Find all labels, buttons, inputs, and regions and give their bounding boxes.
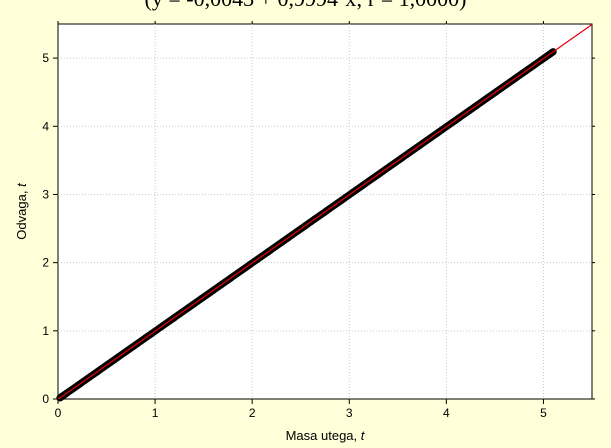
- y-tick-label: 2: [42, 256, 49, 270]
- y-axis-label-text: Odvaga,: [14, 191, 29, 240]
- x-tick-label: 1: [152, 406, 159, 420]
- chart-title: (y = -0,0043 + 0,9994·x; r = 1,0000): [0, 0, 611, 12]
- y-tick-label: 4: [42, 119, 49, 133]
- grid: [58, 24, 592, 399]
- x-axis-label-text: Masa utega,: [286, 428, 358, 443]
- x-axis-ticks: 0 1 2 3 4 5: [55, 21, 547, 420]
- x-tick-label: 4: [443, 406, 450, 420]
- x-tick-label: 3: [346, 406, 353, 420]
- x-tick-label: 0: [55, 406, 62, 420]
- y-tick-label: 0: [42, 392, 49, 406]
- x-tick-label: 2: [249, 406, 256, 420]
- regression-line: [58, 24, 592, 399]
- y-axis-label-unit: t: [14, 182, 29, 187]
- x-tick-label: 5: [540, 406, 547, 420]
- y-axis-ticks: 0 1 2 3 4 5: [42, 51, 595, 406]
- y-tick-label: 1: [42, 324, 49, 338]
- fit-line-layer: [58, 24, 592, 399]
- y-tick-label: 3: [42, 187, 49, 201]
- x-axis-label-unit: t: [361, 428, 366, 443]
- x-axis-label: Masa utega, t: [286, 428, 366, 443]
- y-tick-label: 5: [42, 51, 49, 65]
- y-axis-label: Odvaga, t: [14, 182, 29, 240]
